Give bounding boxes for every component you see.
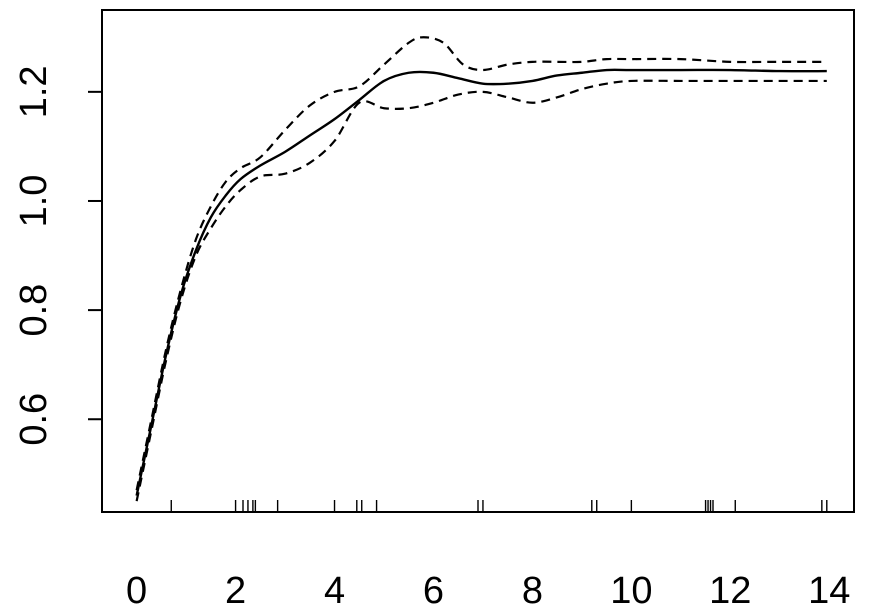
rug-layer bbox=[170, 500, 828, 512]
x-tick-label: 6 bbox=[423, 570, 444, 610]
x-tick-label: 10 bbox=[610, 570, 652, 610]
y-axis: 0.6 0.8 1.0 1.2 bbox=[13, 65, 102, 446]
upper-band-line bbox=[135, 36, 827, 491]
x-tick-label: 2 bbox=[225, 570, 246, 610]
x-tick-label: 12 bbox=[709, 570, 751, 610]
y-tick-label: 0.6 bbox=[13, 393, 55, 446]
x-tick-label: 0 bbox=[126, 570, 147, 610]
y-tick-label: 1.0 bbox=[13, 175, 55, 228]
x-axis: 0 2 4 6 8 10 12 14 bbox=[126, 512, 850, 610]
fit-line bbox=[135, 68, 827, 496]
lower-band-line bbox=[135, 79, 827, 502]
series-layer bbox=[135, 36, 827, 502]
y-tick-label: 1.2 bbox=[13, 65, 55, 118]
x-tick-label: 14 bbox=[808, 570, 850, 610]
x-tick-label: 4 bbox=[324, 570, 345, 610]
x-tick-label: 8 bbox=[522, 570, 543, 610]
y-tick-label: 0.8 bbox=[13, 284, 55, 337]
plot-frame bbox=[101, 9, 855, 513]
